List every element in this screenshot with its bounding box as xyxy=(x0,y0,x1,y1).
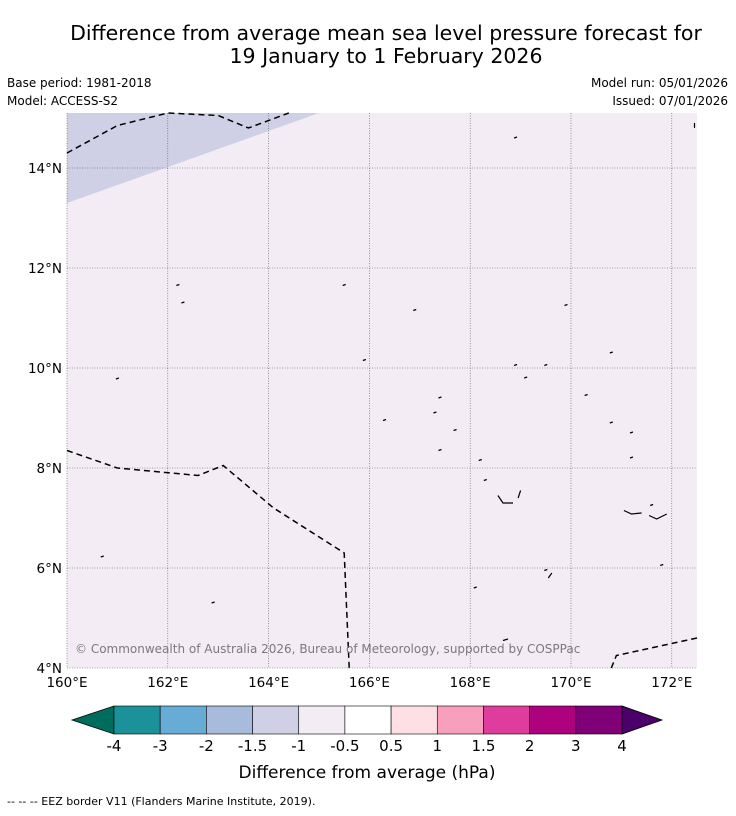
anomaly-fill-background xyxy=(67,113,697,668)
colorbar-segment xyxy=(575,705,623,735)
eez-border-line xyxy=(66,112,290,154)
atoll-coastline xyxy=(547,572,553,579)
base-period: Base period: 1981-2018 xyxy=(7,76,152,90)
island-coastline xyxy=(433,411,437,414)
eez-legend: -- -- -- EEZ border V11 (Flanders Marine… xyxy=(7,795,316,808)
island-coastline xyxy=(513,136,518,139)
island-coastline xyxy=(100,555,104,558)
axis-labels: 160°E 162°E 164°E 166°E 168°E 170°E 172°E 14°N 1… xyxy=(28,161,692,691)
island-coastline xyxy=(513,363,518,367)
colorbar-tick-label: 1 xyxy=(432,737,442,755)
island-coastline xyxy=(544,363,548,367)
colorbar-extend-low xyxy=(70,705,115,735)
eez-border-line xyxy=(610,637,698,669)
island-coastline xyxy=(473,586,477,589)
island-coastline xyxy=(629,456,634,459)
island-coastline xyxy=(382,418,387,422)
island-coastline xyxy=(649,503,654,507)
colorbar-segment xyxy=(298,705,346,735)
island-coastline xyxy=(115,377,120,380)
island-coastline xyxy=(544,568,548,572)
island-coastline xyxy=(609,351,614,354)
eez-border-line xyxy=(66,449,350,669)
colorbar-segment xyxy=(206,705,253,735)
lat-tick-label: 6°N xyxy=(37,561,62,577)
colorbar-extend-high xyxy=(621,705,664,735)
lon-tick-label: 162°E xyxy=(147,675,188,691)
island-coastline xyxy=(362,358,367,362)
model-name: Model: ACCESS-S2 xyxy=(7,94,119,108)
lat-tick-label: 10°N xyxy=(28,361,62,377)
colorbar-tick-label: 2 xyxy=(525,737,535,755)
lon-tick-label: 172°E xyxy=(651,675,692,691)
lat-tick-label: 12°N xyxy=(28,261,62,277)
colorbar-segment xyxy=(159,705,207,735)
colorbar-tick-label: -1 xyxy=(291,737,306,755)
island-coastline xyxy=(564,303,568,307)
colorbar-segment xyxy=(344,705,392,735)
title-line-2: 19 January to 1 February 2026 xyxy=(229,44,543,68)
island-coastline xyxy=(660,563,664,567)
atoll-coastline xyxy=(623,509,642,515)
island-coastline xyxy=(483,478,488,482)
island-coastline xyxy=(413,308,417,312)
title-line-1: Difference from average mean sea level p… xyxy=(70,21,702,45)
island-coastline xyxy=(609,421,614,424)
island-coastline xyxy=(211,601,215,604)
island-coastline xyxy=(342,283,346,287)
copyright-text: © Commonwealth of Australia 2026, Bureau… xyxy=(75,642,580,656)
lat-tick-label: 8°N xyxy=(37,461,62,477)
lat-tick-label: 14°N xyxy=(28,161,62,177)
meta-left: Base period: 1981-2018 Model: ACCESS-S2 xyxy=(7,74,152,110)
colorbar-tick-label: -1.5 xyxy=(238,737,267,755)
colorbar-segment xyxy=(390,705,438,735)
model-run: Model run: 05/01/2026 xyxy=(590,76,728,90)
island-coastline xyxy=(629,431,634,434)
colorbar-segment xyxy=(436,705,484,735)
issued-date: Issued: 07/01/2026 xyxy=(612,94,728,108)
colorbar-tick-label: 1.5 xyxy=(472,737,496,755)
island-coastline xyxy=(176,283,180,287)
colorbar-tick-label: -4 xyxy=(107,737,122,755)
island-coastline xyxy=(453,428,457,432)
atoll-coastline xyxy=(502,638,509,642)
atoll-coastline xyxy=(648,513,668,520)
colorbar-segment xyxy=(113,705,161,735)
lon-tick-label: 170°E xyxy=(550,675,591,691)
colorbar-tick-label: -3 xyxy=(153,737,168,755)
atoll-coastline xyxy=(497,495,513,504)
colorbar-tick-label: 3 xyxy=(571,737,581,755)
colorbar-tick-label: 0.5 xyxy=(379,737,403,755)
island-coastline xyxy=(478,458,482,462)
lat-tick-label: 4°N xyxy=(37,661,62,677)
colorbar-segment xyxy=(252,705,300,735)
colorbar-label: Difference from average (hPa) xyxy=(239,763,496,783)
anomaly-fill-minus-1-to-minus-1p5 xyxy=(67,113,319,203)
colorbar-tick-label: 4 xyxy=(617,737,627,755)
lon-tick-label: 166°E xyxy=(349,675,390,691)
island-coastline xyxy=(584,393,588,397)
map-plot-area xyxy=(66,112,698,669)
lon-tick-label: 160°E xyxy=(46,675,87,691)
colorbar-segment xyxy=(483,705,530,735)
colorbar-tick-label: -0.5 xyxy=(330,737,359,755)
colorbar-tick-label: -2 xyxy=(199,737,214,755)
island-coastline xyxy=(181,301,185,304)
lon-tick-label: 168°E xyxy=(450,675,491,691)
atoll-coastline xyxy=(517,490,522,499)
colorbar-segment xyxy=(529,705,577,735)
island-coastline xyxy=(523,376,528,379)
colorbar: -4 -3 -2 -1.5 -1 -0.5 0.5 1 1.5 2 3 4 xyxy=(70,705,664,755)
meta-right: Model run: 05/01/2026 Issued: 07/01/2026 xyxy=(591,74,728,110)
chart-title: Difference from average mean sea level p… xyxy=(0,22,736,68)
island-coastline xyxy=(438,396,442,399)
lon-tick-label: 164°E xyxy=(248,675,289,691)
island-coastline xyxy=(438,448,442,452)
